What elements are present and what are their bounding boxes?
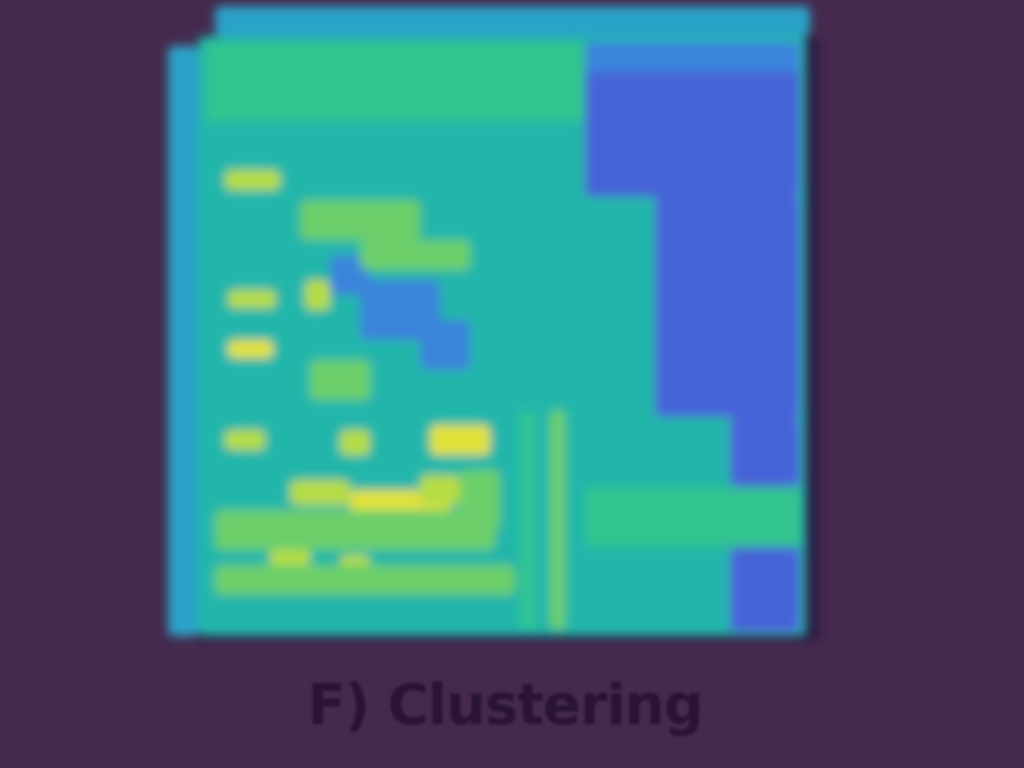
cluster-step-c xyxy=(585,487,800,547)
cluster-upper-right-edge xyxy=(585,42,800,72)
patch-2 xyxy=(360,240,470,270)
heatmap-cells xyxy=(168,6,810,636)
cluster-stair-2 xyxy=(730,417,800,487)
highlight-6 xyxy=(340,430,370,455)
highlight-7 xyxy=(430,425,490,455)
top-bar xyxy=(215,6,810,36)
cluster-stair-1 xyxy=(655,197,800,417)
cluster-upper-right xyxy=(585,42,800,197)
stripe-1 xyxy=(520,410,535,630)
panel-caption: F) Clustering xyxy=(307,673,703,738)
highlight-8 xyxy=(290,480,350,505)
patch-1 xyxy=(300,200,420,240)
blob-blue-small xyxy=(330,255,370,295)
cluster-step-d xyxy=(585,547,730,632)
highlight-4 xyxy=(225,430,265,450)
cluster-step-e xyxy=(730,547,800,632)
patch-3 xyxy=(310,360,370,400)
highlight-1 xyxy=(225,170,280,190)
patch-6 xyxy=(215,565,515,595)
stripe-2 xyxy=(550,410,565,630)
cluster-step-b xyxy=(655,417,730,487)
cluster-step-a xyxy=(585,197,655,487)
highlight-3 xyxy=(228,340,273,358)
left-bar xyxy=(168,46,198,636)
blob-blue-right xyxy=(420,320,470,370)
highlight-2 xyxy=(228,290,276,308)
blob-blue-center xyxy=(360,280,440,340)
highlight-5 xyxy=(305,280,330,310)
cluster-region-top xyxy=(205,42,585,122)
patch-5 xyxy=(215,510,495,550)
highlight-10 xyxy=(420,475,460,505)
